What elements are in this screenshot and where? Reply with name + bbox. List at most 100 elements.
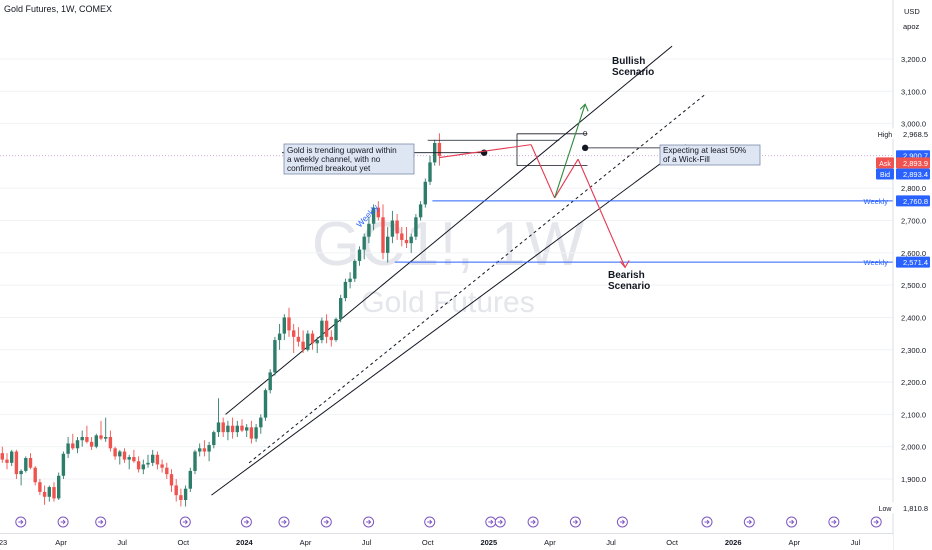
- candle-body: [99, 435, 103, 439]
- candle-body: [334, 319, 338, 341]
- event-marker-arrow: [323, 519, 329, 525]
- candle-body: [230, 425, 235, 433]
- wick-note-line: of a Wick-Fill: [663, 155, 710, 164]
- price-badge-label: High: [878, 132, 893, 139]
- time-label: 2025: [480, 538, 497, 547]
- candle-body: [367, 223, 371, 237]
- candle-body: [371, 207, 376, 224]
- time-label: Apr: [55, 538, 67, 547]
- price-badge: [896, 168, 930, 180]
- candle-body: [165, 467, 169, 475]
- price-badge-label: Low: [879, 506, 893, 513]
- candle-body: [221, 422, 225, 433]
- event-marker-arrow: [182, 519, 188, 525]
- time-labels: 23 Apr Jul Oct 2024 Apr Jul Oct 2025 Apr Jul Oct 202…: [0, 538, 861, 547]
- candle-body: [28, 458, 33, 468]
- price-grid: [0, 58, 893, 480]
- event-marker-arrow: [530, 519, 536, 525]
- candle-body: [296, 336, 301, 342]
- price-tick-label: 2,200.0: [901, 378, 926, 387]
- candle-body: [428, 162, 432, 182]
- bullish-scenario-label: Bullish: [612, 56, 645, 67]
- candle-body: [357, 249, 362, 261]
- candle-body: [118, 451, 122, 457]
- price-badge-label: Ask: [879, 161, 891, 168]
- bearish-path: [530, 144, 556, 199]
- candle-body: [85, 437, 89, 442]
- candle-body: [310, 333, 315, 344]
- currency-label[interactable]: USD: [904, 7, 920, 16]
- candle-body: [42, 491, 47, 497]
- candle-body: [38, 482, 42, 492]
- candle-body: [193, 451, 197, 471]
- trend-note-line: a weekly channel, with no: [287, 155, 381, 164]
- wick-note-anchor: [581, 144, 589, 152]
- candle-body: [301, 341, 305, 350]
- price-scale[interactable]: USD apoz 3,200.0 3,100.0 3,000.0 2,800.0 2,7…: [876, 0, 932, 550]
- candle-body: [207, 445, 211, 452]
- candle-body: [169, 474, 174, 486]
- candle-body: [0, 453, 4, 460]
- candle-body: [249, 427, 254, 439]
- event-marker-arrow: [789, 519, 795, 525]
- candle-body: [343, 281, 348, 299]
- time-label: 2026: [725, 538, 742, 547]
- channel-mid-line: [248, 94, 706, 464]
- watermark-symbol: GC1!, 1W: [312, 210, 585, 279]
- event-marker-arrow: [746, 519, 752, 525]
- candle-body: [329, 336, 333, 341]
- event-marker-arrow: [704, 519, 710, 525]
- bearish-path: [554, 158, 579, 199]
- time-label: Oct: [177, 538, 190, 547]
- support-level-label: Weekly: [864, 197, 889, 206]
- event-marker-arrow: [619, 519, 626, 525]
- candle-body: [259, 417, 263, 428]
- candle-body: [94, 435, 98, 447]
- candle-body: [437, 143, 442, 156]
- candle-body: [235, 425, 239, 433]
- candle-body: [75, 440, 80, 449]
- candle-body: [155, 454, 160, 465]
- price-tick-label: 2,400.0: [901, 313, 926, 322]
- wick-note-box[interactable]: Expecting at least 50% of a Wick-Fill: [659, 144, 761, 166]
- bearish-scenario-label: Scenario: [608, 281, 650, 292]
- price-tick-label: 2,600.0: [901, 249, 926, 258]
- support-level-label: Weekly: [864, 258, 889, 267]
- bullish-scenario-label: Scenario: [612, 67, 654, 78]
- candle-body: [179, 495, 183, 500]
- price-badge: [896, 157, 930, 169]
- time-label: Jul: [362, 538, 372, 547]
- candle-body: [141, 464, 145, 470]
- candle-body: [348, 278, 352, 282]
- price-tick-label: 3,100.0: [901, 87, 926, 96]
- candle-body: [404, 239, 409, 244]
- candle-body: [376, 207, 380, 218]
- candle-body: [287, 317, 291, 331]
- candle-body: [61, 453, 66, 476]
- time-axis[interactable]: 23 Apr Jul Oct 2024 Apr Jul Oct 2025 Apr Jul Oct 202…: [0, 533, 893, 550]
- wick-note-line: Expecting at least 50%: [663, 146, 746, 155]
- event-marker-arrow: [873, 519, 879, 525]
- price-badge-tag: [876, 502, 894, 514]
- candlestick-series: [0, 133, 442, 507]
- bearish-path: [439, 144, 532, 159]
- channel-lower-line: [211, 144, 687, 496]
- candle-body: [423, 181, 427, 205]
- trend-note-line: Gold is trending upward within: [287, 146, 397, 155]
- bullish-arrowhead: [579, 103, 589, 112]
- candle-body: [395, 220, 399, 234]
- candle-body: [127, 457, 131, 460]
- time-label: Oct: [666, 538, 679, 547]
- time-label: Apr: [300, 538, 312, 547]
- candle-body: [292, 330, 296, 337]
- candle-body: [14, 451, 19, 475]
- price-badge-value: 1,810.8: [903, 504, 928, 513]
- trend-note-box[interactable]: Gold is trending upward within a weekly …: [283, 143, 415, 175]
- watermark: GC1!, 1W Gold Futures: [312, 210, 585, 319]
- candle-body: [390, 220, 395, 237]
- candle-body: [132, 457, 136, 462]
- time-label: 23: [0, 538, 7, 547]
- candle-body: [5, 459, 9, 463]
- time-label: Jul: [851, 538, 861, 547]
